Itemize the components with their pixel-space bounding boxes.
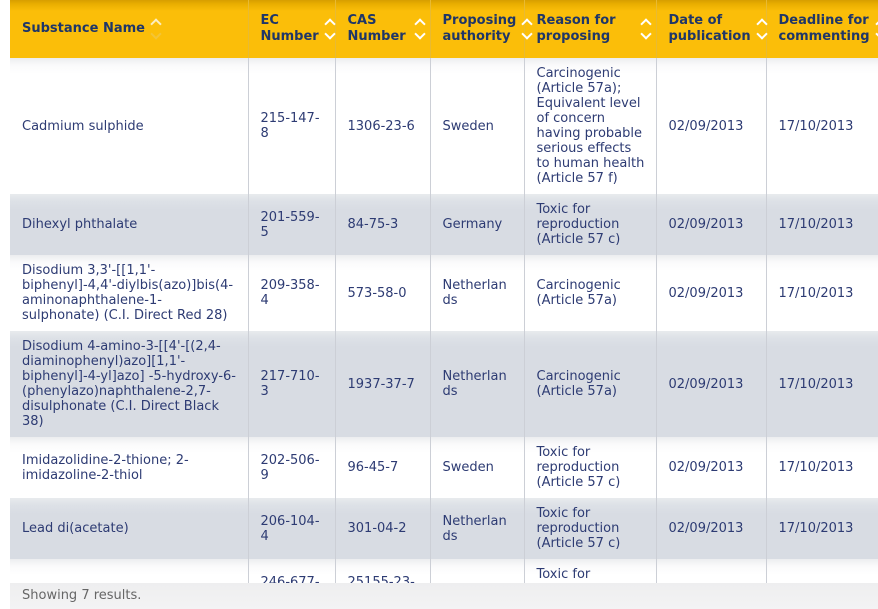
- cell-cas-number: 84-75-3: [335, 194, 431, 255]
- sort-icon: [639, 18, 652, 40]
- cell-reason: Toxic for reproduction (Article 57 c): [524, 498, 657, 559]
- sort-icon: [755, 18, 768, 40]
- cell-cas-number: 96-45-7: [335, 437, 431, 498]
- cell-cas-number: 573-58-0: [335, 255, 431, 331]
- cell-deadline: 17/10/2013: [766, 437, 878, 498]
- cell-proposing-authority: Netherlands: [430, 331, 525, 437]
- table-row: Lead di(acetate) 206-104-4 301-04-2 Neth…: [10, 498, 878, 559]
- cell-deadline: 17/10/2013: [766, 194, 878, 255]
- cell-substance-name: Lead di(acetate): [10, 498, 249, 559]
- col-header-date-of-publication[interactable]: Date of publication: [656, 0, 768, 58]
- cell-date-of-publication: 02/09/2013: [656, 437, 767, 498]
- cell-cas-number: 301-04-2: [335, 498, 431, 559]
- table-header-row: Substance Name EC Number CAS Number: [10, 0, 878, 58]
- table-row: Dihexyl phthalate 201-559-5 84-75-3 Germ…: [10, 194, 878, 255]
- cell-deadline: 17/10/2013: [766, 58, 878, 194]
- cell-substance-name: Imidazolidine-2-thione; 2-imidazoline-2-…: [10, 437, 249, 498]
- cell-proposing-authority: Sweden: [430, 58, 525, 194]
- cell-ec-number: 217-710-3: [248, 331, 336, 437]
- results-status-bar: Showing 7 results.: [10, 583, 878, 609]
- cell-reason: Toxic for reproduction (Article 57 c): [524, 437, 657, 498]
- cell-cas-number: 1306-23-6: [335, 58, 431, 194]
- col-header-label: Reason for proposing: [536, 13, 616, 44]
- cell-reason: Carcinogenic (Article 57a): [524, 331, 657, 437]
- col-header-cas-number[interactable]: CAS Number: [335, 0, 431, 58]
- cell-ec-number: 215-147-8: [248, 58, 336, 194]
- cell-cas-number: 1937-37-7: [335, 331, 431, 437]
- sort-icon: [521, 18, 534, 40]
- table-row: Disodium 3,3'-[[1,1'-biphenyl]-4,4'-diyl…: [10, 255, 878, 331]
- cell-deadline: 17/10/2013: [766, 331, 878, 437]
- col-header-label: Deadline for commenting: [778, 13, 870, 44]
- col-header-proposing-authority[interactable]: Proposing authority: [430, 0, 534, 58]
- cell-reason: Carcinogenic (Article 57a): [524, 255, 657, 331]
- cell-date-of-publication: 02/09/2013: [656, 255, 767, 331]
- cell-reason: Toxic for reproduction (Article 57 c): [524, 194, 657, 255]
- cell-proposing-authority: Netherlands: [430, 255, 525, 331]
- col-header-label: EC Number: [260, 13, 319, 44]
- cell-proposing-authority: Germany: [430, 194, 525, 255]
- col-header-label: Date of publication: [668, 13, 751, 44]
- cell-reason: Carcinogenic (Article 57a); Equivalent l…: [524, 58, 657, 194]
- substances-table: Substance Name EC Number CAS Number: [10, 0, 878, 609]
- sort-icon: [324, 18, 336, 40]
- cell-proposing-authority: Sweden: [430, 437, 525, 498]
- results-count-text: Showing 7 results.: [22, 588, 142, 603]
- cell-ec-number: 201-559-5: [248, 194, 336, 255]
- cell-date-of-publication: 02/09/2013: [656, 331, 767, 437]
- cell-ec-number: 206-104-4: [248, 498, 336, 559]
- cell-substance-name: Cadmium sulphide: [10, 58, 249, 194]
- cell-proposing-authority: Netherlands: [430, 498, 525, 559]
- cell-substance-name: Disodium 3,3'-[[1,1'-biphenyl]-4,4'-diyl…: [10, 255, 249, 331]
- col-header-label: Proposing authority: [442, 13, 517, 44]
- col-header-deadline-for-commenting[interactable]: Deadline for commenting: [766, 0, 878, 58]
- col-header-substance-name[interactable]: Substance Name: [10, 0, 249, 58]
- table-row: Imidazolidine-2-thione; 2-imidazoline-2-…: [10, 437, 878, 498]
- table-row: Disodium 4-amino-3-[[4'-[(2,4-diaminophe…: [10, 331, 878, 437]
- cell-ec-number: 209-358-4: [248, 255, 336, 331]
- col-header-label: CAS Number: [347, 13, 406, 44]
- sort-icon: [150, 18, 162, 40]
- cell-date-of-publication: 02/09/2013: [656, 194, 767, 255]
- cell-ec-number: 202-506-9: [248, 437, 336, 498]
- cell-deadline: 17/10/2013: [766, 255, 878, 331]
- cell-date-of-publication: 02/09/2013: [656, 498, 767, 559]
- cell-date-of-publication: 02/09/2013: [656, 58, 767, 194]
- cell-substance-name: Dihexyl phthalate: [10, 194, 249, 255]
- col-header-ec-number[interactable]: EC Number: [248, 0, 336, 58]
- cell-deadline: 17/10/2013: [766, 498, 878, 559]
- col-header-reason-for-proposing[interactable]: Reason for proposing: [524, 0, 657, 58]
- col-header-label: Substance Name: [22, 21, 145, 36]
- cell-substance-name: Disodium 4-amino-3-[[4'-[(2,4-diaminophe…: [10, 331, 249, 437]
- sort-icon: [413, 18, 426, 40]
- table-row: Cadmium sulphide 215-147-8 1306-23-6 Swe…: [10, 58, 878, 194]
